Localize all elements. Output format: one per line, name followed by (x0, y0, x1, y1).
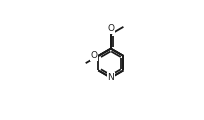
Text: O: O (107, 24, 114, 33)
Text: O: O (107, 24, 114, 33)
Text: N: N (108, 73, 114, 82)
Text: O: O (90, 51, 97, 60)
